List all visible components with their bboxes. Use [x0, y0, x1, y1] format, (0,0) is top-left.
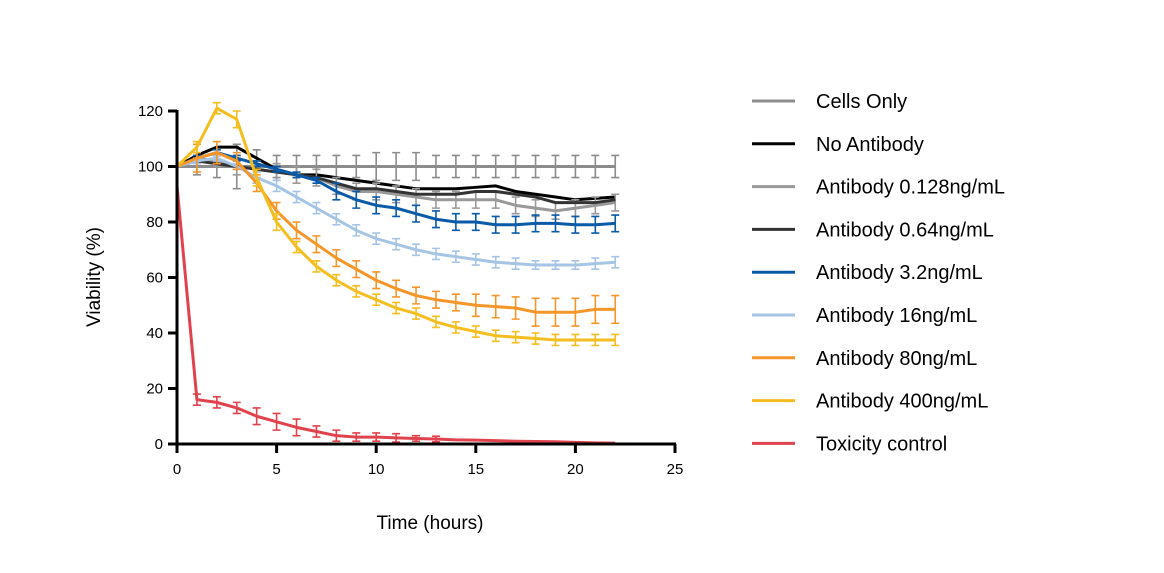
y-axis-label: Viability (%) [84, 227, 105, 327]
y-tick-label: 100 [138, 159, 163, 176]
x-tick-label: 0 [173, 461, 181, 478]
series-antibody-80ng-ml [176, 140, 620, 327]
y-tick-label: 40 [146, 325, 163, 342]
series-antibody-16ng-ml [176, 154, 620, 270]
x-tick-label: 10 [368, 461, 385, 478]
x-tick-label: 5 [272, 461, 280, 478]
chart-marks [175, 101, 620, 445]
y-tick-label: 20 [146, 381, 163, 398]
legend-label: Cells Only [816, 91, 907, 113]
legend-label: Antibody 80ng/mL [816, 348, 977, 370]
legend-label: Antibody 0.128ng/mL [816, 177, 1005, 199]
axes: 0 5 10 15 20 25 0 20 40 60 80 100 120 [138, 103, 683, 478]
x-axis-label: Time (hours) [377, 513, 484, 534]
x-tick-label: 25 [667, 461, 684, 478]
series-toxicity-control [175, 185, 616, 445]
x-tick-label: 15 [467, 461, 484, 478]
legend-label: Antibody 400ng/mL [816, 391, 988, 413]
legend-label: No Antibody [816, 134, 924, 156]
legend: Cells Only No Antibody Antibody 0.128ng/mL… [752, 91, 1005, 455]
legend-label: Antibody 3.2ng/mL [816, 262, 983, 284]
y-tick-label: 60 [146, 270, 163, 287]
legend-label: Toxicity control [816, 433, 947, 455]
legend-label: Antibody 0.64ng/mL [816, 219, 994, 241]
series-antibody-400ng-ml [175, 101, 620, 347]
x-tick-label: 20 [567, 461, 584, 478]
y-tick-label: 120 [138, 103, 163, 120]
legend-label: Antibody 16ng/mL [816, 305, 977, 327]
y-tick-label: 80 [146, 214, 163, 231]
y-tick-label: 0 [155, 436, 163, 453]
